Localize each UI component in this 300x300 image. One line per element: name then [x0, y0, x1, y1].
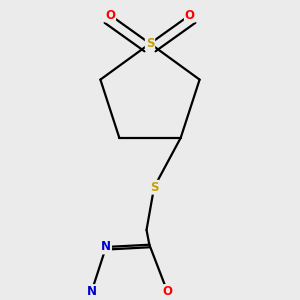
Text: O: O — [162, 285, 172, 298]
Text: O: O — [105, 9, 115, 22]
Text: O: O — [185, 9, 195, 22]
Text: S: S — [150, 181, 158, 194]
Text: N: N — [101, 241, 111, 254]
Text: N: N — [87, 285, 97, 298]
Text: S: S — [146, 37, 154, 50]
